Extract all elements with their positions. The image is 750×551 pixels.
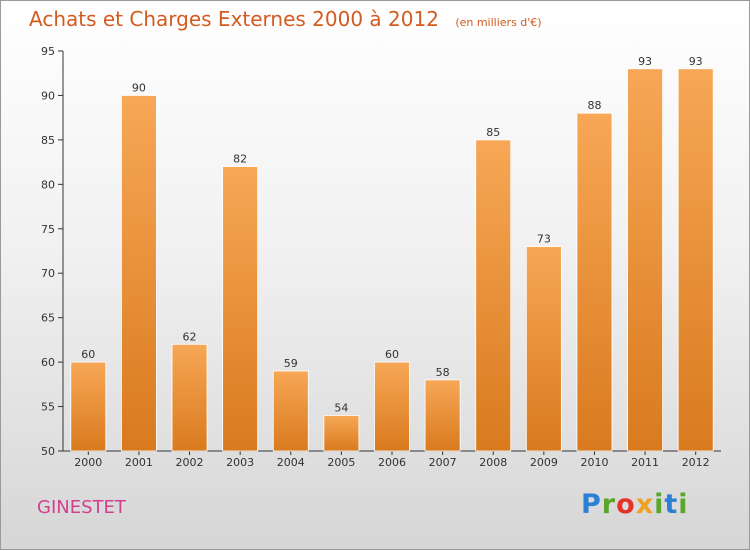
y-tick-label: 80: [41, 178, 55, 191]
value-label-2002: 62: [183, 330, 197, 343]
value-label-2011: 93: [638, 55, 652, 68]
x-tick-label-2004: 2004: [277, 456, 305, 469]
y-tick-label: 95: [41, 45, 55, 58]
x-tick-label-2006: 2006: [378, 456, 406, 469]
value-label-2003: 82: [233, 153, 247, 166]
value-label-2012: 93: [689, 55, 703, 68]
chart-title: Achats et Charges Externes 2000 à 2012 (…: [29, 7, 542, 31]
value-label-2004: 59: [284, 357, 298, 370]
y-tick-label: 70: [41, 267, 55, 280]
x-tick-label-2009: 2009: [530, 456, 558, 469]
value-label-2000: 60: [81, 348, 95, 361]
x-tick-label-2000: 2000: [74, 456, 102, 469]
bar-2008: [475, 139, 512, 452]
chart-bars: 60 90 62 82 59 54 60 58 85 73 88 93 93: [70, 55, 714, 452]
x-tick-label-2005: 2005: [327, 456, 355, 469]
chart-axes: 50 55 60 65 70 75 80 85 90 95 2000 2001 2002 2003 2004…: [41, 45, 721, 469]
value-label-2009: 73: [537, 233, 551, 246]
chart-unit-label: (en milliers d'€): [455, 16, 542, 29]
x-tick-label-2010: 2010: [580, 456, 608, 469]
value-label-2006: 60: [385, 348, 399, 361]
bar-2009: [525, 246, 562, 452]
x-tick-label-2001: 2001: [125, 456, 153, 469]
chart-title-text: Achats et Charges Externes 2000 à 2012: [29, 7, 439, 31]
x-tick-label-2007: 2007: [429, 456, 457, 469]
logo-letter: i: [678, 489, 689, 520]
logo-letter: t: [664, 489, 679, 520]
commune-name: GINESTET: [37, 497, 126, 518]
logo-letter: r: [601, 489, 617, 520]
logo-letter: P: [581, 489, 602, 520]
bar-2006: [374, 361, 410, 452]
bar-2011: [627, 68, 663, 452]
bar-2000: [70, 361, 107, 452]
value-label-2007: 58: [436, 366, 450, 379]
x-tick-label-2003: 2003: [226, 456, 254, 469]
y-tick-label: 90: [41, 89, 55, 102]
x-tick-label-2012: 2012: [682, 456, 710, 469]
y-tick-label: 60: [41, 356, 55, 369]
logo-letter: i: [654, 489, 665, 520]
y-tick-label: 50: [41, 445, 55, 458]
proxiti-logo: Proxiti: [581, 489, 689, 520]
y-tick-label: 65: [41, 312, 55, 325]
x-tick-label-2011: 2011: [631, 456, 659, 469]
bar-2004: [272, 370, 309, 452]
logo-letter: x: [635, 489, 655, 520]
bar-2010: [576, 112, 613, 452]
value-label-2008: 85: [486, 126, 500, 139]
value-label-2001: 90: [132, 81, 146, 94]
bar-2001: [121, 95, 157, 452]
bar-2003: [222, 166, 259, 452]
x-tick-label-2002: 2002: [176, 456, 204, 469]
logo-letter: o: [616, 489, 636, 520]
y-tick-label: 75: [41, 223, 55, 236]
bar-2012: [677, 68, 714, 452]
bar-2002: [171, 343, 208, 452]
y-tick-label: 85: [41, 134, 55, 147]
value-label-2010: 88: [587, 99, 601, 112]
y-tick-label: 55: [41, 401, 55, 414]
bar-2007: [424, 379, 461, 452]
bar-2005: [323, 415, 360, 452]
x-tick-label-2008: 2008: [479, 456, 507, 469]
value-label-2005: 54: [334, 401, 348, 414]
